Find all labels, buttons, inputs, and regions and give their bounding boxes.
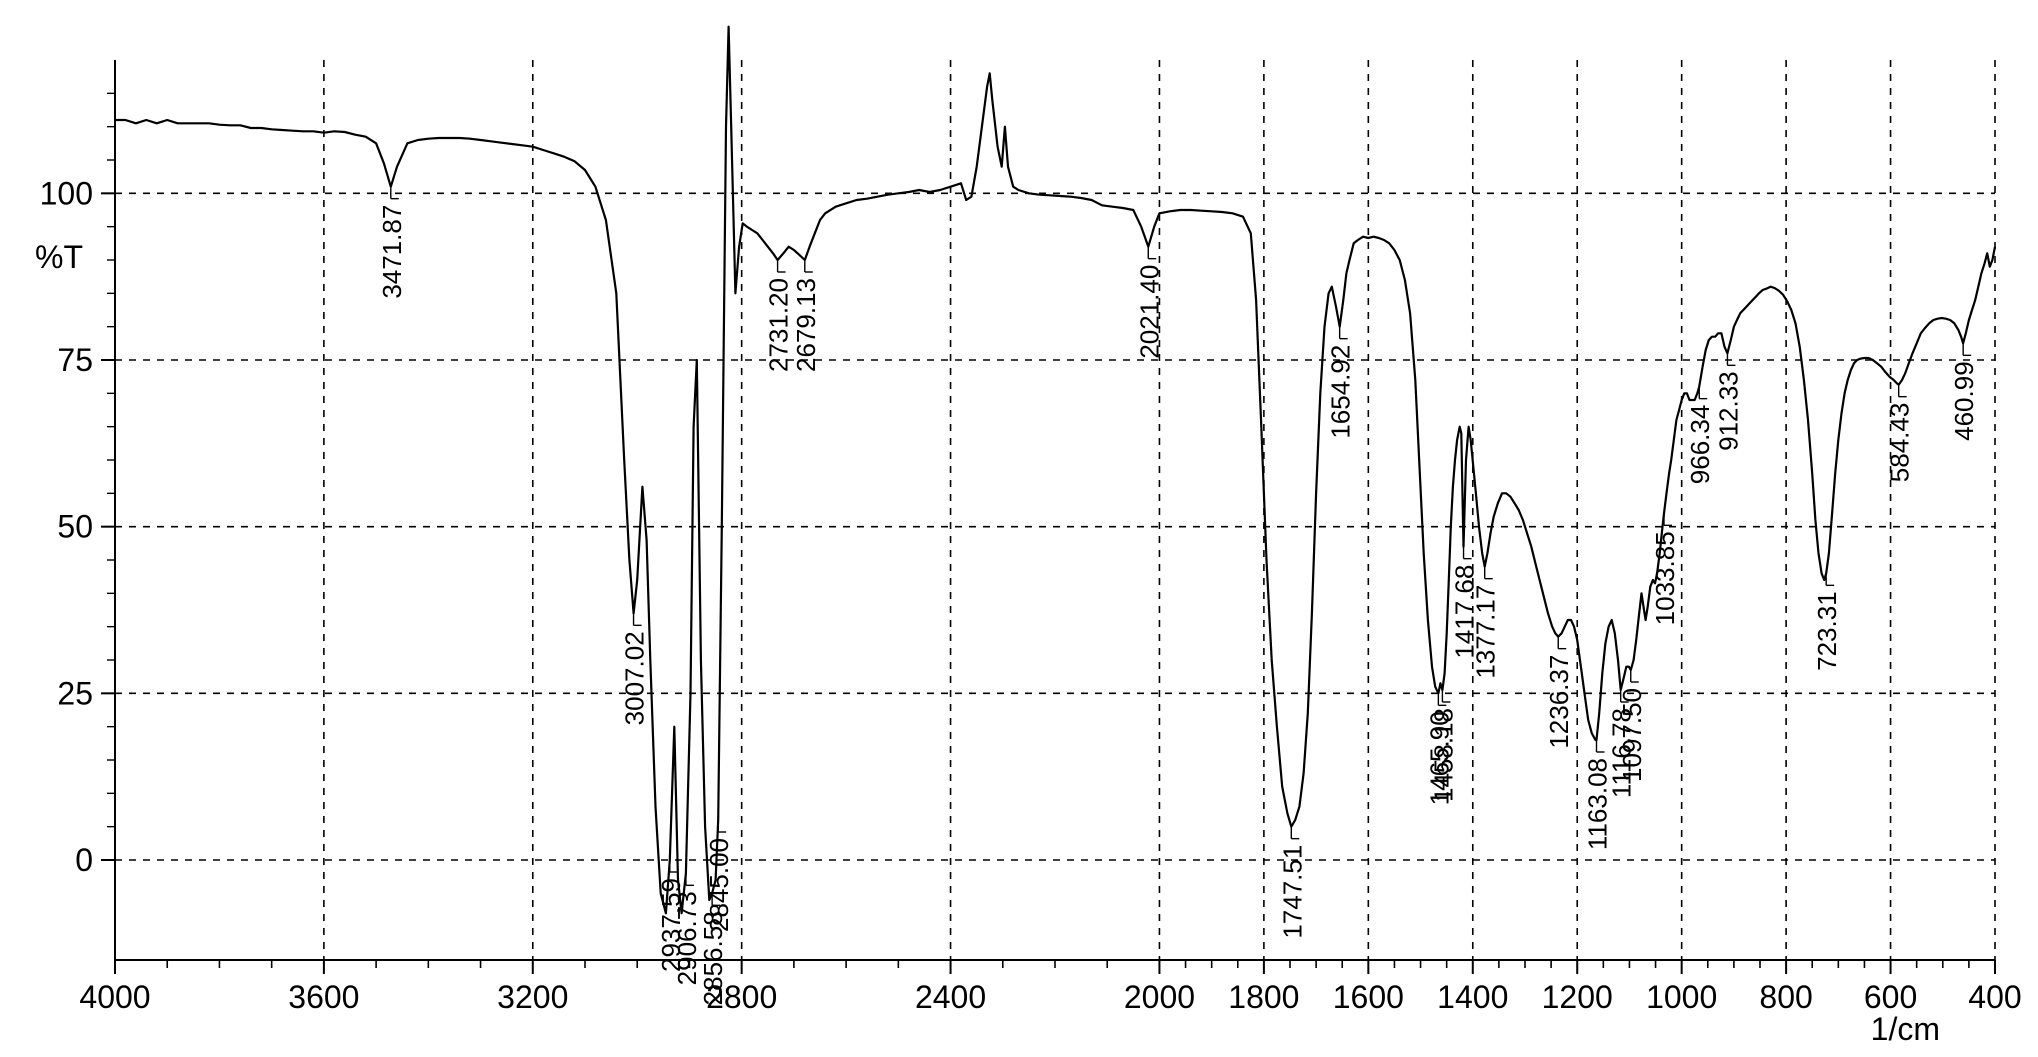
peak-label: 1097.50 — [1617, 688, 1647, 782]
x-tick-label: 1400 — [1437, 979, 1508, 1015]
x-tick-label: 1000 — [1646, 979, 1717, 1015]
peak-label: 723.31 — [1812, 591, 1842, 671]
y-tick-label: 50 — [57, 509, 93, 545]
peak-label: 3007.02 — [620, 631, 650, 725]
x-tick-label: 3200 — [497, 979, 568, 1015]
x-tick-label: 1800 — [1228, 979, 1299, 1015]
x-tick-label: 1600 — [1333, 979, 1404, 1015]
peak-label: 1458.18 — [1428, 708, 1458, 802]
x-tick-label: 3600 — [288, 979, 359, 1015]
peak-label: 1033.85 — [1650, 531, 1680, 625]
peak-label: 2021.40 — [1134, 265, 1164, 359]
x-tick-label: 400 — [1968, 979, 2021, 1015]
peak-label: 2679.13 — [791, 278, 821, 372]
x-tick-label: 2400 — [915, 979, 986, 1015]
peak-label: 1377.17 — [1471, 585, 1501, 679]
x-tick-label: 800 — [1759, 979, 1812, 1015]
peak-label: 3471.87 — [377, 205, 407, 299]
peak-label: 2731.20 — [764, 278, 794, 372]
y-tick-label: 100 — [40, 175, 93, 211]
peak-label: 2845.00 — [704, 838, 734, 932]
x-tick-label: 600 — [1864, 979, 1917, 1015]
y-axis-label: %T — [35, 239, 83, 275]
peak-label: 1654.92 — [1326, 345, 1356, 439]
peak-label: 912.33 — [1713, 371, 1743, 451]
y-tick-label: 75 — [57, 342, 93, 378]
peak-label: 584.43 — [1885, 403, 1915, 483]
peak-label: 1747.51 — [1277, 845, 1307, 939]
y-tick-label: 0 — [75, 842, 93, 878]
x-tick-label: 4000 — [79, 979, 150, 1015]
peak-label: 1236.37 — [1544, 655, 1574, 749]
x-axis-label: 1/cm — [1871, 1011, 1940, 1047]
ftir-spectrum-chart: 4000360032002800240020001800160014001200… — [0, 0, 2038, 1057]
x-tick-label: 1200 — [1542, 979, 1613, 1015]
y-tick-label: 25 — [57, 675, 93, 711]
chart-svg: 4000360032002800240020001800160014001200… — [0, 0, 2038, 1057]
x-tick-label: 2000 — [1124, 979, 1195, 1015]
peak-label: 966.34 — [1685, 405, 1715, 485]
peak-label: 460.99 — [1949, 361, 1979, 441]
